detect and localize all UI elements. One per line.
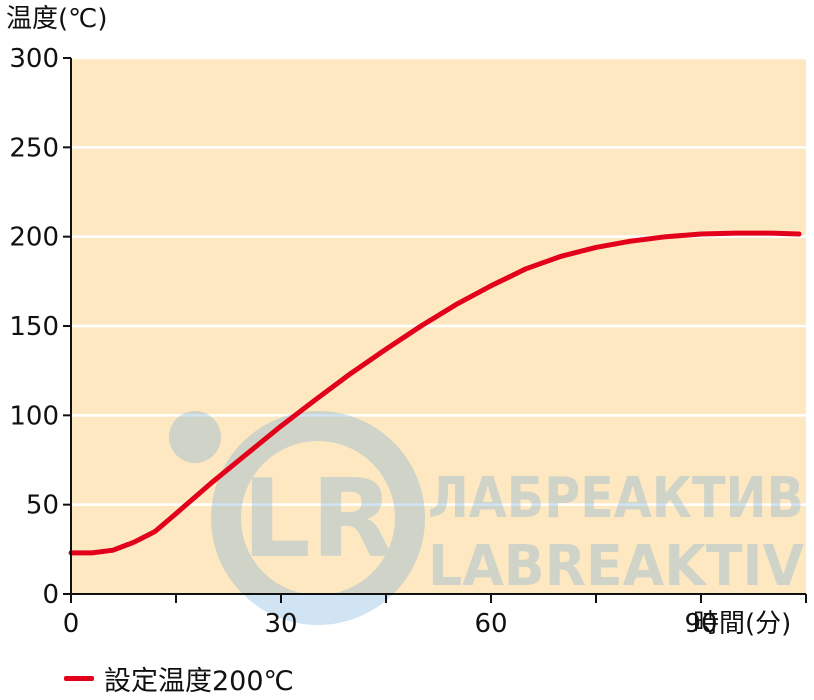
legend: 設定温度200℃ (64, 660, 294, 697)
y-tick-label-250: 250 (9, 133, 59, 163)
y-tick-label-0: 0 (42, 580, 59, 610)
y-tick-label-50: 50 (26, 491, 59, 521)
y-axis-title: 温度(℃) (6, 4, 108, 34)
watermark-dot (169, 411, 221, 463)
x-tick-label-30: 30 (264, 609, 297, 639)
x-tick-label-0: 0 (63, 609, 80, 639)
tick-labels: 0 50 100 150 200 250 300 0 30 60 90 (9, 44, 717, 639)
watermark-text-line1: ЛАБРЕАКТИВ (428, 466, 804, 531)
watermark-text-line2: LABREAKTIV (428, 534, 805, 599)
y-tick-label-150: 150 (9, 312, 59, 342)
y-tick-label-300: 300 (9, 44, 59, 74)
grid-lines (71, 56, 806, 506)
y-tick-label-100: 100 (9, 401, 59, 431)
legend-label: 設定温度200℃ (104, 665, 294, 697)
series-layer (68, 230, 802, 556)
tick-marks (63, 57, 807, 603)
x-tick-label-60: 60 (474, 609, 507, 639)
legend-swatch (64, 675, 94, 681)
y-tick-label-200: 200 (9, 223, 59, 253)
watermark: LR ЛАБРЕАКТИВ LABREAKTIV (169, 411, 805, 625)
x-tick-label-90: 90 (684, 609, 717, 639)
series-line-0 (68, 230, 802, 556)
watermark-ring (211, 411, 425, 625)
watermark-logo-letters: LR (242, 457, 394, 582)
x-axis-title: 時間(分) (693, 609, 792, 639)
